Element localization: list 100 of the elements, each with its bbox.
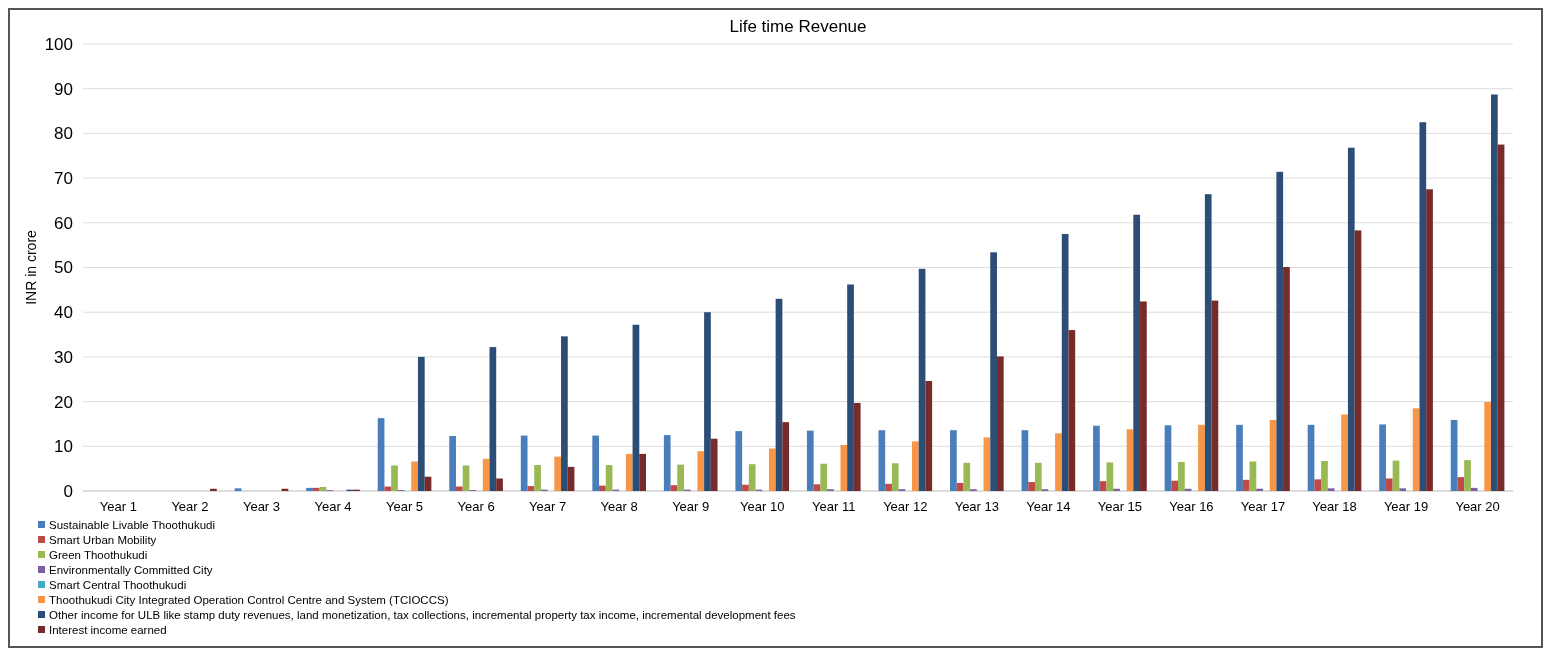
x-tick-label: Year 5 bbox=[386, 499, 424, 514]
bar bbox=[735, 431, 743, 491]
y-tick-label: 40 bbox=[54, 303, 73, 323]
bar bbox=[312, 487, 320, 491]
bar bbox=[1055, 433, 1062, 491]
bar bbox=[677, 464, 684, 491]
bar bbox=[847, 284, 854, 491]
bar bbox=[1276, 171, 1284, 491]
bar bbox=[840, 444, 848, 491]
x-tick-label: Year 18 bbox=[1312, 499, 1357, 514]
y-tick-label: 30 bbox=[54, 347, 73, 367]
bar bbox=[1321, 461, 1328, 491]
bar bbox=[1236, 424, 1243, 491]
bar bbox=[1470, 487, 1478, 491]
bar bbox=[704, 312, 711, 491]
bar bbox=[1314, 479, 1322, 491]
x-tick-label: Year 4 bbox=[314, 499, 352, 514]
bar bbox=[1164, 425, 1172, 491]
bar bbox=[1379, 424, 1386, 491]
y-tick-label: 50 bbox=[54, 258, 73, 278]
x-tick-label: Year 19 bbox=[1383, 499, 1429, 514]
legend-label: Smart Urban Mobility bbox=[49, 534, 157, 546]
bar bbox=[925, 381, 933, 491]
bar bbox=[996, 356, 1004, 491]
x-tick-label: Year 8 bbox=[600, 499, 638, 514]
bar bbox=[963, 462, 971, 491]
bar bbox=[1249, 461, 1257, 491]
x-tick-label: Year 10 bbox=[740, 499, 785, 514]
bar bbox=[1178, 461, 1185, 491]
x-tick-label: Year 11 bbox=[812, 499, 856, 514]
bar bbox=[1464, 460, 1471, 491]
bar bbox=[1034, 462, 1042, 491]
y-tick-label: 100 bbox=[44, 34, 73, 54]
y-tick-label: 60 bbox=[54, 213, 73, 233]
x-tick-label: Year 16 bbox=[1169, 499, 1214, 514]
bar bbox=[990, 252, 997, 491]
bar bbox=[592, 435, 600, 491]
bar bbox=[1021, 430, 1029, 491]
y-tick-label: 70 bbox=[54, 169, 73, 189]
bar bbox=[561, 336, 568, 491]
x-tick-label: Year 2 bbox=[171, 499, 209, 514]
bar bbox=[1242, 479, 1250, 491]
bar bbox=[377, 418, 385, 491]
y-tick-label: 20 bbox=[54, 392, 73, 412]
bar bbox=[1133, 214, 1141, 491]
bar bbox=[599, 485, 606, 491]
bar bbox=[1347, 147, 1355, 491]
y-tick-label: 10 bbox=[54, 437, 73, 457]
bar bbox=[1106, 462, 1114, 491]
bar bbox=[1491, 94, 1498, 491]
bar bbox=[391, 465, 398, 491]
bar bbox=[878, 430, 886, 491]
legend-label: Interest income earned bbox=[49, 624, 167, 636]
bar bbox=[1113, 488, 1120, 491]
bar bbox=[625, 453, 633, 491]
bar bbox=[639, 453, 646, 491]
bar bbox=[1126, 429, 1134, 491]
bar bbox=[496, 478, 503, 491]
bar bbox=[1099, 481, 1107, 491]
bar bbox=[210, 488, 217, 491]
bar bbox=[1457, 477, 1465, 491]
y-axis-title: INR in crore bbox=[23, 229, 39, 305]
bar bbox=[1419, 122, 1427, 491]
bar bbox=[1354, 230, 1362, 491]
bar bbox=[1426, 189, 1433, 491]
bar bbox=[1327, 488, 1335, 491]
bar bbox=[748, 464, 756, 491]
bar bbox=[1068, 330, 1076, 491]
x-tick-label: Year 17 bbox=[1240, 499, 1286, 514]
bar bbox=[234, 488, 242, 491]
bar bbox=[417, 356, 425, 491]
y-tick-label: 90 bbox=[54, 79, 73, 99]
legend-label: Sustainable Livable Thoothukudi bbox=[49, 519, 216, 531]
bar bbox=[520, 435, 528, 491]
x-tick-label: Year 7 bbox=[529, 499, 567, 514]
legend-label: Green Thoothukudi bbox=[49, 549, 148, 561]
x-tick-label: Year 1 bbox=[99, 499, 137, 514]
bar bbox=[1256, 488, 1263, 491]
legend-label: Thoothukudi City Integrated Operation Control Centre and System (TCIOCCS) bbox=[49, 594, 449, 606]
y-tick-label: 0 bbox=[63, 481, 73, 501]
bar bbox=[605, 465, 613, 491]
x-tick-label: Year 12 bbox=[883, 499, 928, 514]
legend-label: Smart Central Thoothukudi bbox=[49, 579, 187, 591]
bar bbox=[670, 485, 678, 491]
bar bbox=[950, 430, 957, 491]
bar bbox=[782, 422, 790, 491]
bar bbox=[742, 484, 749, 491]
x-tick-label: Year 3 bbox=[242, 499, 281, 514]
bar bbox=[455, 486, 463, 491]
legend-label: Environmentally Committed City bbox=[49, 564, 213, 576]
bar bbox=[1385, 478, 1393, 491]
bar bbox=[891, 463, 899, 491]
y-tick-label: 80 bbox=[54, 124, 73, 144]
bar bbox=[384, 486, 392, 491]
bar bbox=[482, 458, 490, 491]
x-tick-label: Year 15 bbox=[1097, 499, 1143, 514]
bar bbox=[710, 438, 718, 491]
bar bbox=[1198, 424, 1205, 491]
x-tick-label: Year 20 bbox=[1455, 499, 1500, 514]
bar bbox=[1412, 408, 1420, 491]
